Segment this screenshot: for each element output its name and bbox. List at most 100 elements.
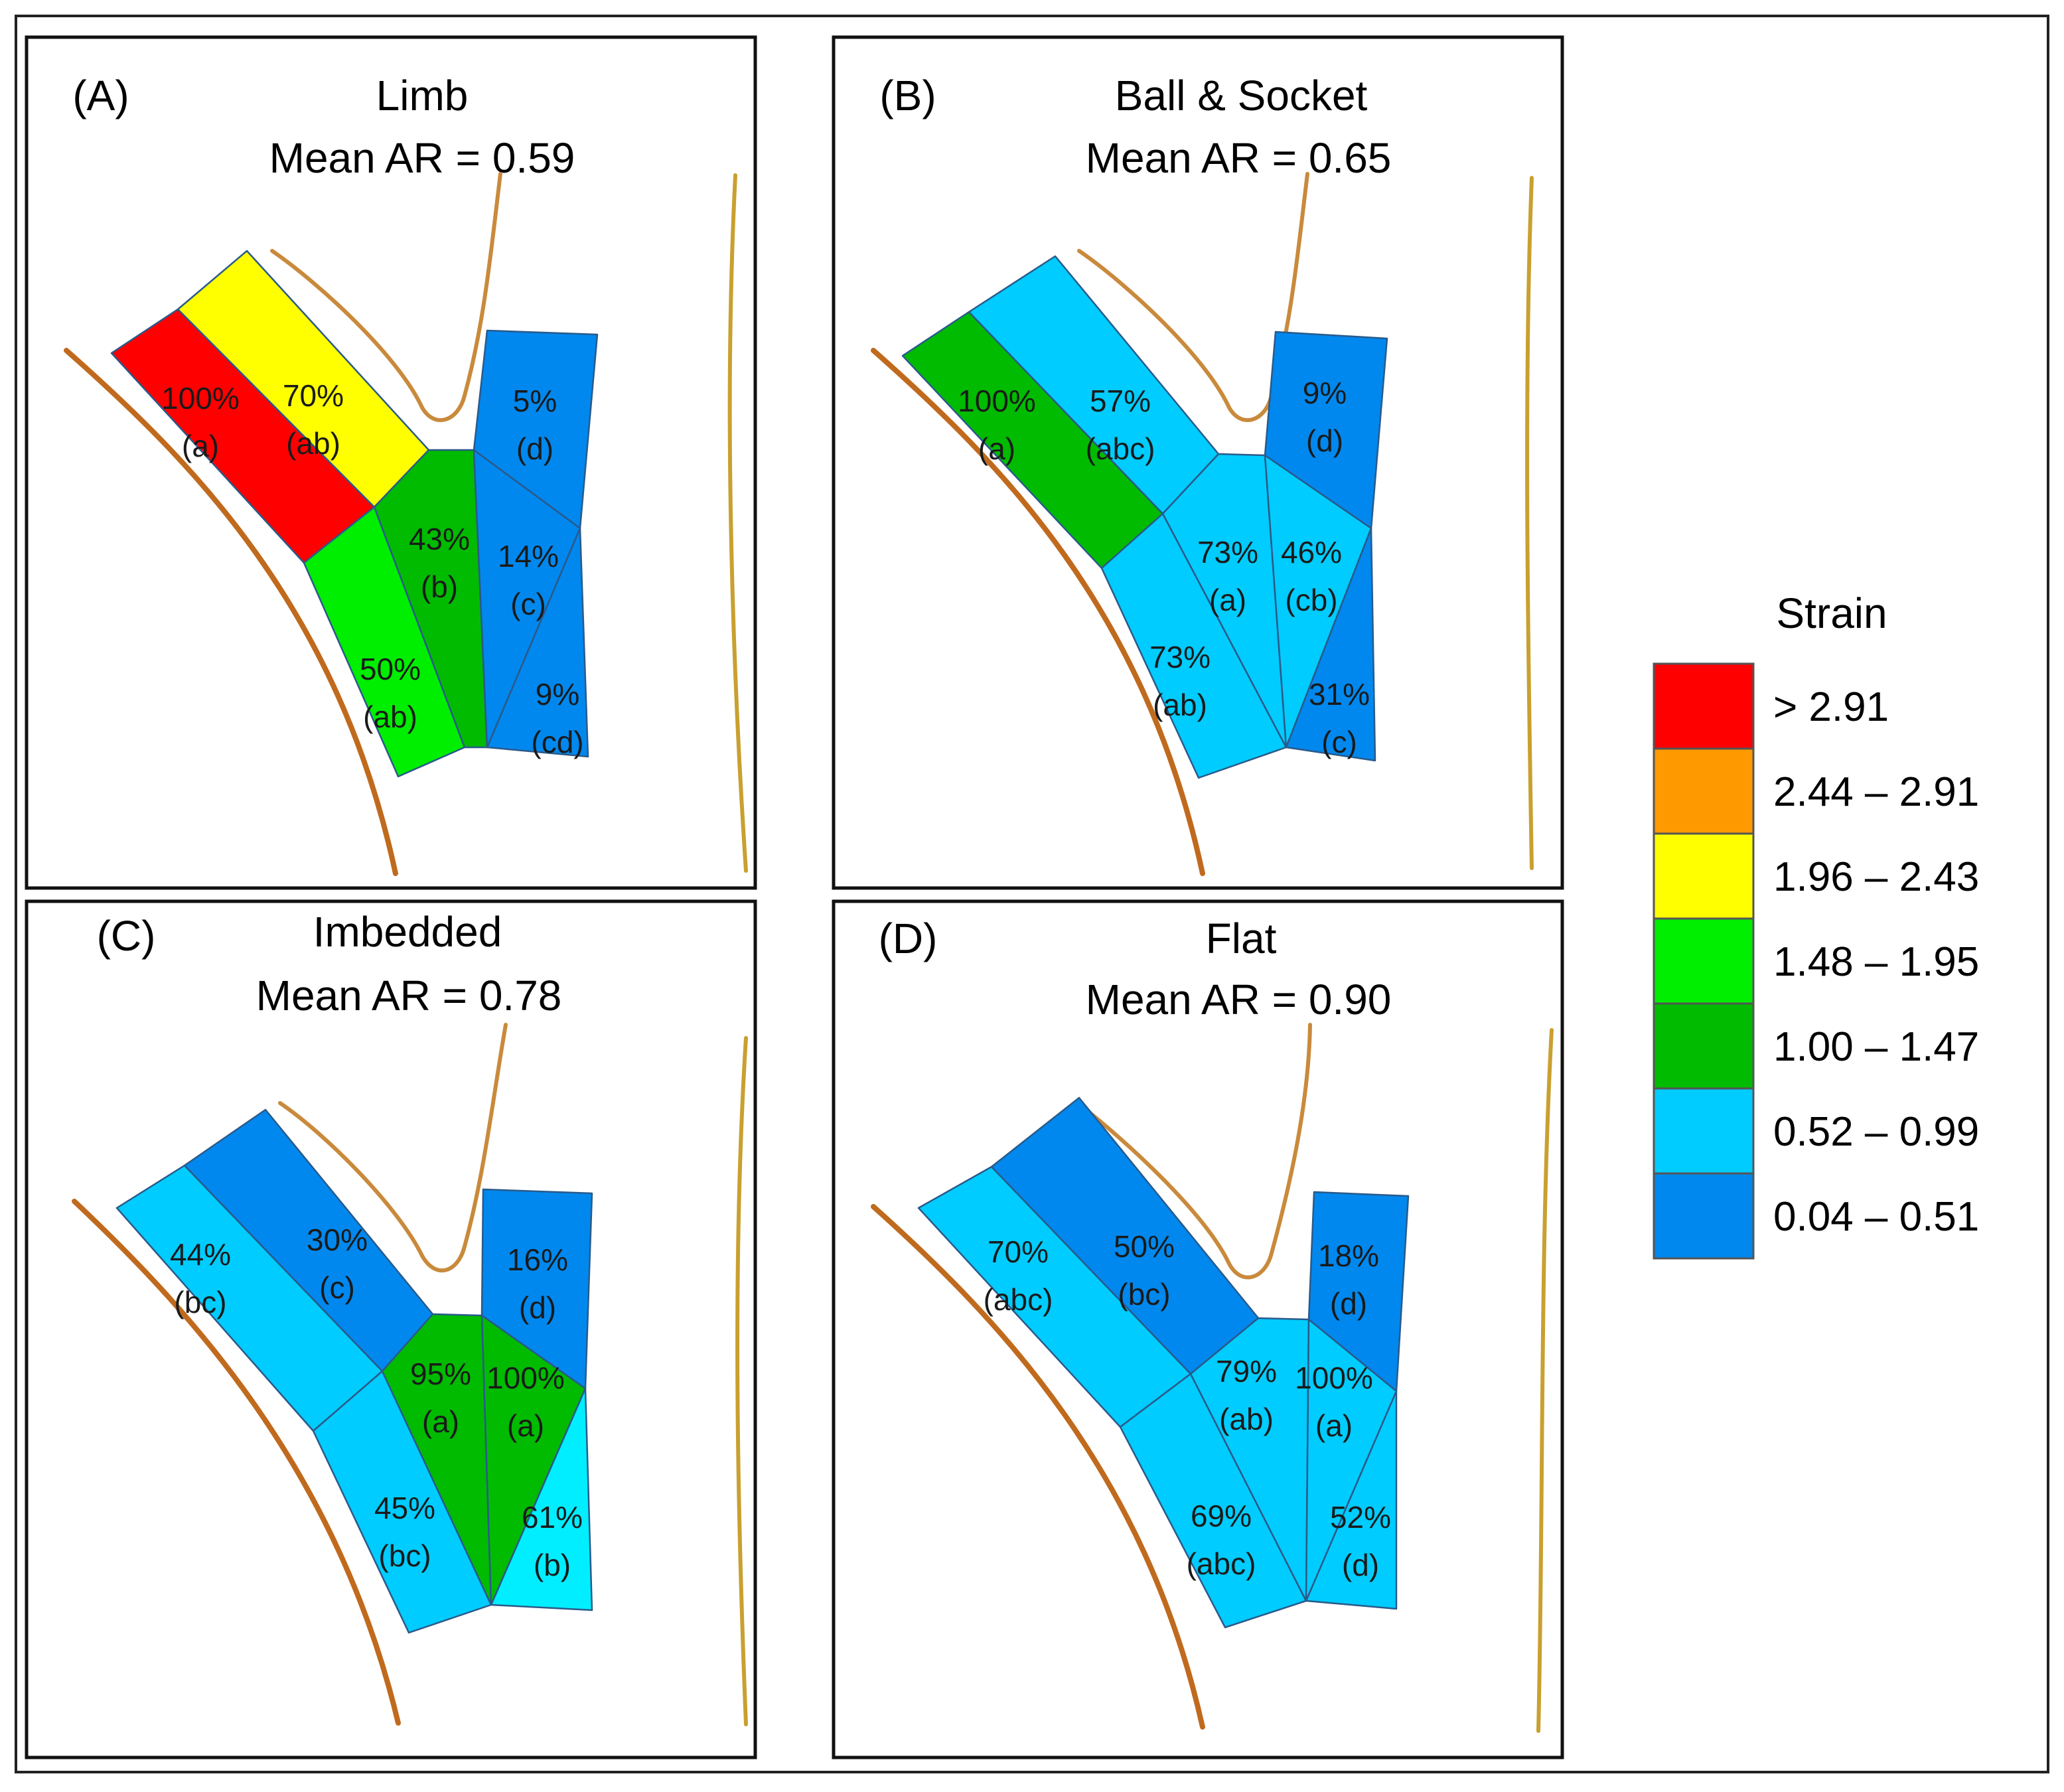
outer-frame: [15, 15, 2049, 1773]
junction-wall-curve: [1077, 172, 1309, 422]
panel-title: Flat: [1206, 915, 1277, 962]
region-percent: 30%: [307, 1223, 368, 1257]
panel-frame: [25, 899, 757, 1759]
panel-title: Imbedded: [313, 908, 502, 956]
outer-wall-curve: [72, 1199, 401, 1726]
region-group-letter: (c): [510, 587, 546, 621]
region-group-letter: (a): [1315, 1408, 1353, 1443]
panel-mean-ar: Mean AR = 0.90: [1086, 976, 1392, 1023]
region-group-letter: (bc): [1118, 1277, 1170, 1311]
region-percent: 9%: [536, 677, 579, 711]
region-group-letter: (ab): [1153, 688, 1207, 722]
legend-label: 2.44 – 2.91: [1773, 769, 1979, 815]
region-percent: 73%: [1197, 535, 1258, 569]
region-group-letter: (a): [1209, 583, 1246, 617]
legend-swatch: [1653, 917, 1755, 1005]
region-percent: 70%: [988, 1234, 1049, 1269]
strain-region: [486, 527, 589, 758]
junction-wall-curve: [278, 1023, 508, 1273]
region-percent: 70%: [283, 378, 344, 413]
panel-c: (C) Imbedded Mean AR = 0.78 44% (bc) 30% (c…: [25, 899, 757, 1759]
region-percent: 14%: [498, 539, 559, 573]
region-group-letter: (c): [319, 1270, 355, 1305]
region-percent: 61%: [522, 1500, 583, 1534]
region-group-letter: (a): [507, 1408, 544, 1443]
panel-mean-ar: Mean AR = 0.65: [1086, 134, 1392, 182]
region-percent: 50%: [360, 652, 421, 686]
region-group-letter: (bc): [378, 1538, 431, 1573]
outer-wall-curve: [64, 348, 398, 876]
region-percent: 43%: [409, 522, 470, 556]
region-percent: 100%: [1295, 1361, 1373, 1395]
region-percent: 79%: [1216, 1354, 1277, 1388]
junction-wall-curve: [1077, 1023, 1312, 1280]
region-group-letter: (ab): [363, 700, 417, 734]
legend-label: 1.00 – 1.47: [1773, 1024, 1979, 1070]
region-group: 70% (abc) 50% (bc) 69% (abc) 79% (ab) 18% (d) 100%…: [917, 1096, 1410, 1629]
right-wall-curve: [727, 173, 748, 873]
outer-wall-curve: [871, 1204, 1205, 1730]
region-percent: 44%: [170, 1237, 231, 1272]
region-percent: 95%: [410, 1357, 471, 1391]
panel-mean-ar: Mean AR = 0.59: [269, 134, 575, 182]
legend-swatch: [1653, 1087, 1755, 1175]
region-group-letter: (abc): [1187, 1546, 1256, 1581]
panel-letter: (B): [879, 72, 936, 119]
panel-title: Limb: [376, 72, 469, 119]
legend-swatch: [1653, 832, 1755, 920]
panel-letter: (C): [97, 912, 156, 960]
region-percent: 69%: [1191, 1499, 1252, 1533]
panel-d: (D) Flat Mean AR = 0.90 70% (abc) 50% (bc) 6…: [832, 899, 1564, 1759]
right-wall-curve: [1536, 1028, 1554, 1733]
region-percent: 18%: [1318, 1238, 1379, 1273]
region-group-letter: (b): [421, 569, 458, 604]
region-percent: 100%: [958, 384, 1036, 418]
legend-label: 0.52 – 0.99: [1773, 1109, 1979, 1155]
region-percent: 16%: [507, 1242, 568, 1277]
region-percent: 50%: [1114, 1229, 1175, 1264]
strain-region: [1285, 527, 1376, 762]
region-group: 44% (bc) 30% (c) 45% (bc) 95% (a) 16% (d) 100% (a) 6…: [115, 1108, 593, 1634]
legend-label: 1.48 – 1.95: [1773, 939, 1979, 985]
panel-mean-ar: Mean AR = 0.78: [256, 972, 562, 1019]
panel-b: (B) Ball & Socket Mean AR = 0.65 100% (a)…: [832, 35, 1564, 890]
region-percent: 73%: [1149, 640, 1211, 674]
region-group-letter: (d): [516, 431, 553, 466]
junction-wall-curve: [270, 172, 502, 422]
panel-letter: (D): [879, 915, 938, 962]
region-group: 100% (a) 57% (abc) 73% (ab) 73% (a) 9% (d) 46% (cb)…: [901, 255, 1388, 779]
panel-letter: (A): [72, 72, 129, 119]
panel-title: Ball & Socket: [1115, 72, 1368, 119]
region-group-letter: (a): [422, 1404, 459, 1439]
panel-a: (A) Limb Mean AR = 0.59 100% (a) 70% (ab) 50…: [25, 35, 757, 890]
legend-swatch: [1653, 1172, 1755, 1260]
right-wall-curve: [735, 1036, 748, 1726]
legend-swatch: [1653, 1002, 1755, 1090]
region-group-letter: (a): [978, 431, 1015, 466]
region-group-letter: (ab): [286, 426, 340, 461]
region-group-letter: (abc): [984, 1282, 1053, 1317]
region-group-letter: (abc): [1086, 431, 1155, 466]
region-group-letter: (d): [519, 1290, 556, 1325]
right-wall-curve: [1525, 176, 1534, 870]
region-percent: 31%: [1309, 677, 1370, 711]
region-group-letter: (ab): [1219, 1402, 1274, 1436]
strain-region: [490, 1387, 593, 1611]
legend-label: > 2.91: [1773, 684, 1889, 730]
legend-label: 1.96 – 2.43: [1773, 854, 1979, 900]
region-percent: 100%: [486, 1361, 565, 1395]
legend-label: 0.04 – 0.51: [1773, 1194, 1979, 1240]
region-group-letter: (a): [182, 429, 219, 463]
outer-wall-curve: [871, 348, 1205, 876]
region-percent: 46%: [1281, 535, 1342, 569]
region-group: 100% (a) 70% (ab) 50% (ab) 43% (b) 5% (d) 14% (c) 9%…: [110, 250, 599, 778]
strain-legend: Strain > 2.91 2.44 – 2.91 1.96 – 2.43 1.48 …: [1653, 589, 1979, 1260]
region-group-letter: (b): [534, 1548, 571, 1582]
region-percent: 45%: [374, 1491, 435, 1525]
region-group-letter: (d): [1306, 423, 1343, 458]
region-percent: 100%: [161, 381, 240, 415]
region-percent: 52%: [1330, 1500, 1391, 1534]
strain-region: [1305, 1390, 1398, 1610]
region-percent: 9%: [1303, 376, 1347, 410]
